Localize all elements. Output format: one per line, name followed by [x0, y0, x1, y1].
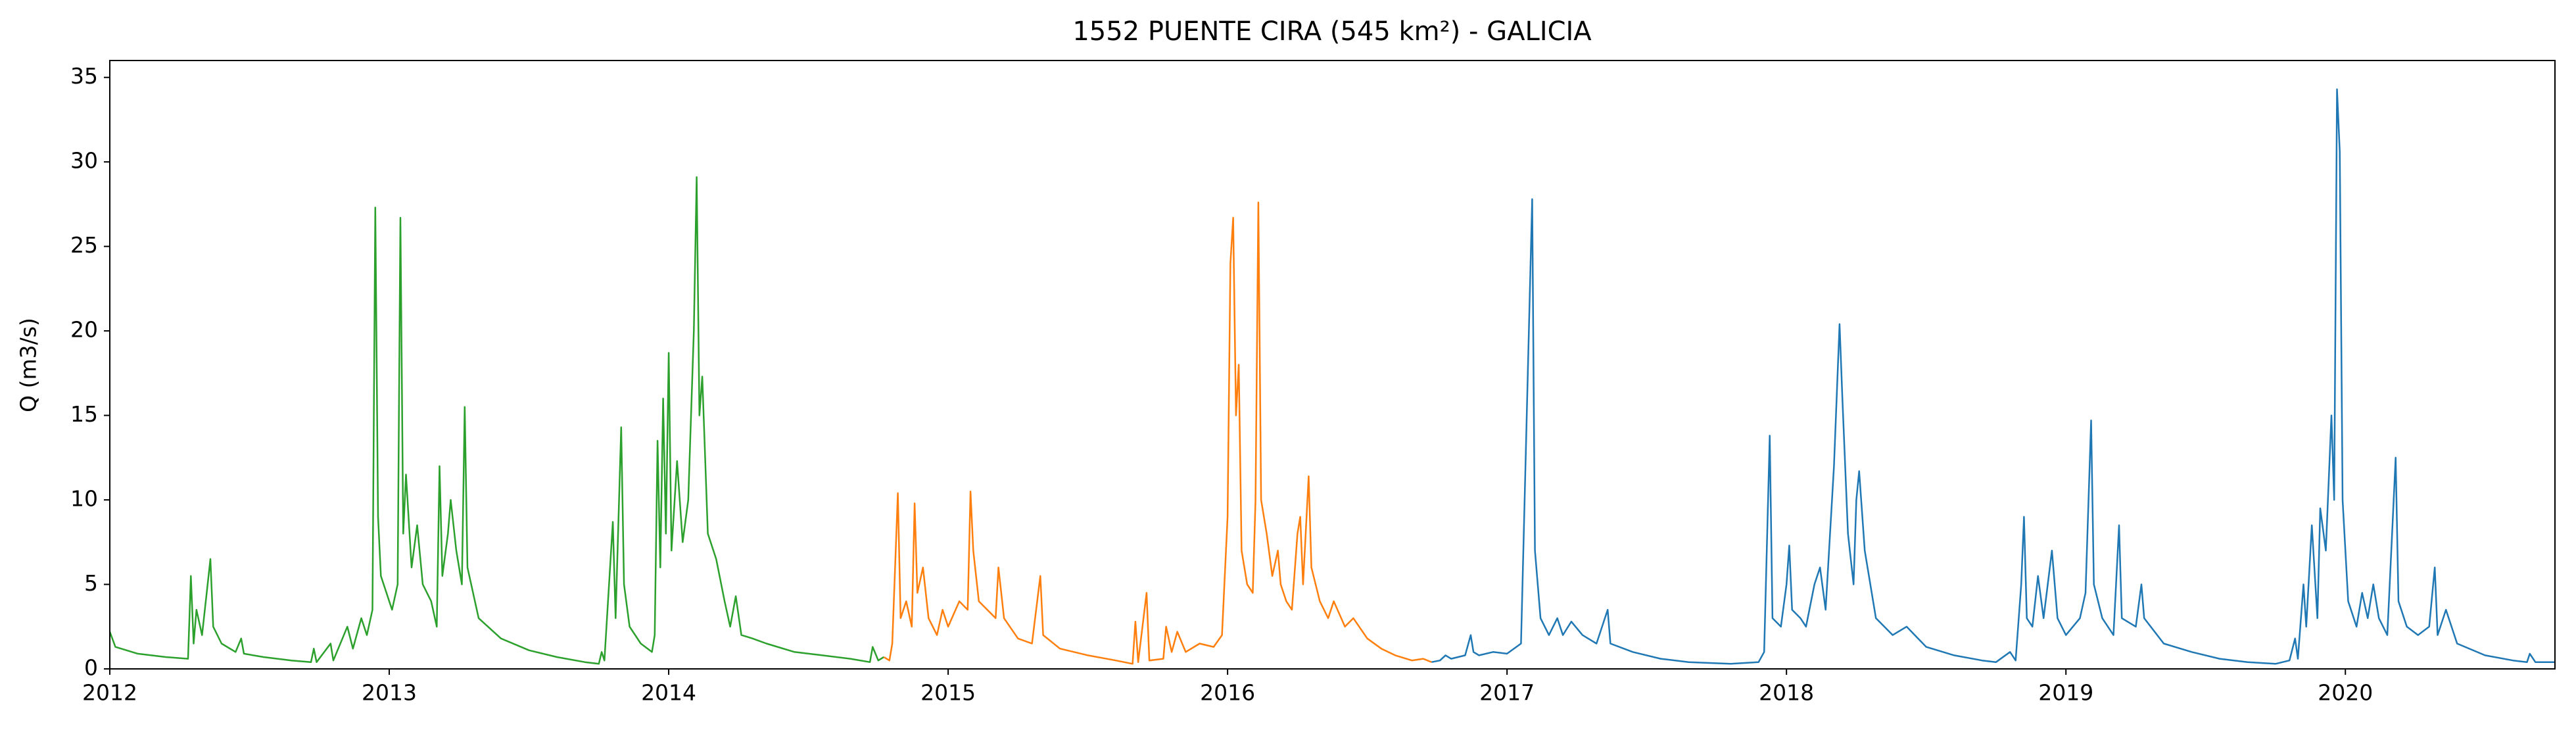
y-axis-label: Q (m3/s) [16, 318, 41, 412]
y-tick-label: 5 [84, 570, 98, 596]
x-tick-label: 2015 [920, 680, 976, 706]
x-tick-label: 2014 [641, 680, 696, 706]
x-tick-label: 2012 [82, 680, 137, 706]
flow-line [1431, 88, 2555, 665]
x-tick-label: 2013 [362, 680, 417, 706]
x-tick-label: 2020 [2318, 680, 2373, 706]
y-tick-label: 0 [84, 655, 98, 681]
x-tick-label: 2017 [1479, 680, 1535, 706]
y-tick-label: 15 [70, 401, 98, 427]
chart-title: 1552 PUENTE CIRA (545 km²) - GALICIA [1072, 16, 1592, 47]
y-tick-label: 25 [70, 232, 98, 258]
x-tick-label: 2019 [2038, 680, 2093, 706]
y-tick-label: 30 [70, 148, 98, 174]
y-tick-label: 10 [70, 486, 98, 512]
flow-line [108, 176, 884, 665]
flow-line [883, 201, 1432, 665]
y-tick-label: 20 [70, 317, 98, 343]
y-tick-label: 35 [70, 63, 98, 89]
plot-frame [109, 60, 2556, 670]
x-tick-label: 2016 [1200, 680, 1255, 706]
x-tick-label: 2018 [1759, 680, 1814, 706]
